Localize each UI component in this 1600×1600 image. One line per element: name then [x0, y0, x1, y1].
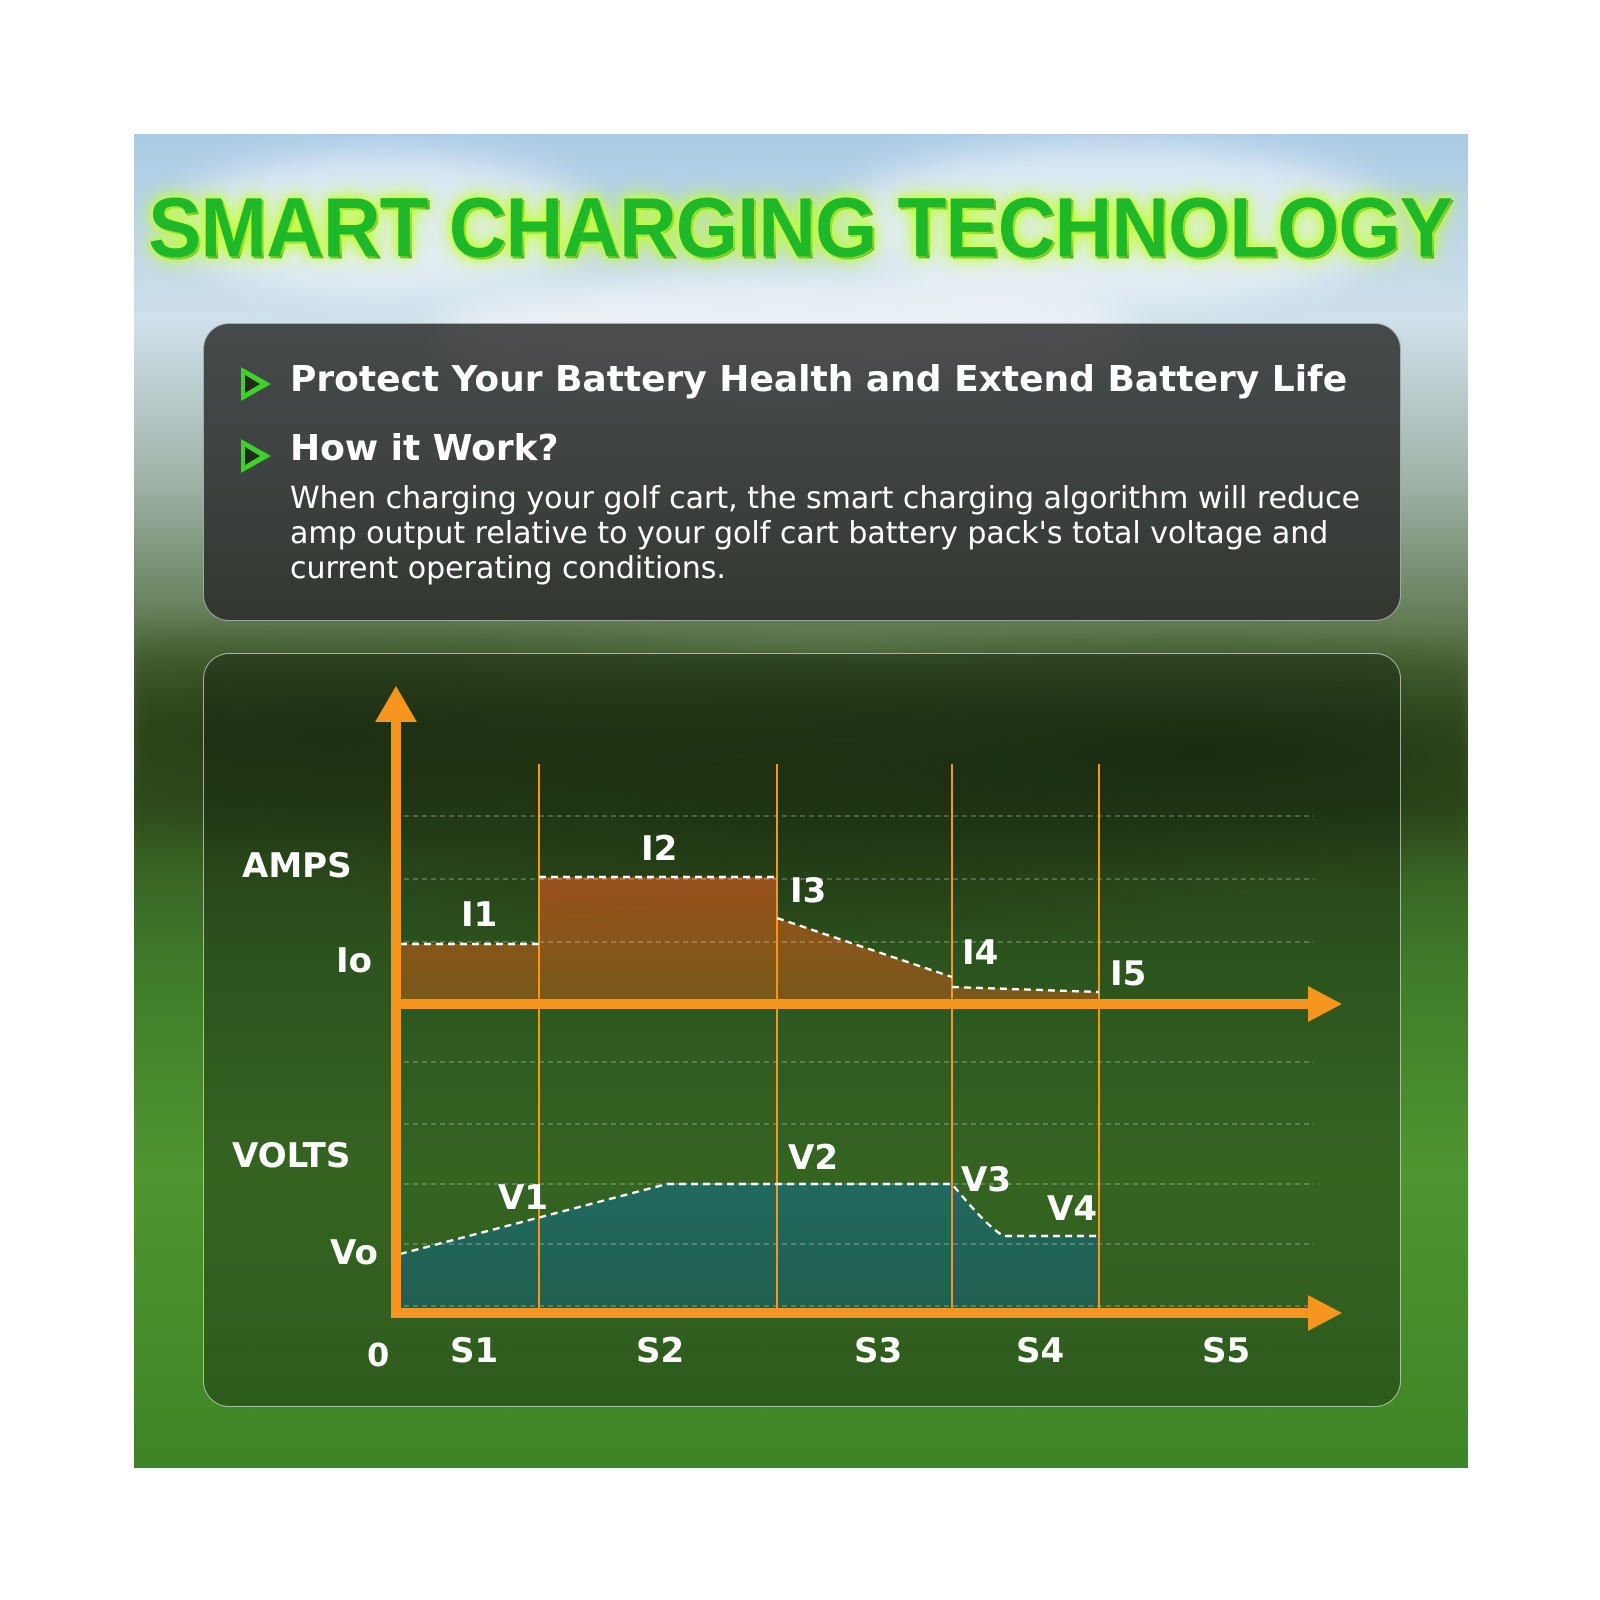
description-text: When charging your golf cart, the smart …	[290, 481, 1361, 586]
charging-curve-diagram: AMPS VOLTS Io I1 I2 I3 I4 I5 Vo V1 V2 V3…	[232, 686, 1342, 1374]
amps-area	[400, 877, 1099, 1008]
amp-label-i1: I1	[461, 895, 497, 935]
stage-label-s3: S3	[854, 1331, 902, 1371]
axes	[375, 686, 1342, 1331]
volt-label-v2: V2	[788, 1138, 838, 1178]
play-arrow-icon	[241, 367, 271, 401]
charging-chart-panel: AMPS VOLTS Io I1 I2 I3 I4 I5 Vo V1 V2 V3…	[203, 653, 1401, 1407]
volt-label-v0: Vo	[330, 1233, 378, 1273]
origin-label: 0	[367, 1336, 389, 1374]
volts-axis-label: VOLTS	[232, 1136, 350, 1176]
volt-label-v1: V1	[498, 1178, 548, 1218]
stage-dividers	[538, 764, 1100, 1314]
amp-label-i2: I2	[641, 829, 677, 869]
stage-label-s2: S2	[636, 1331, 684, 1371]
volts-area	[400, 1184, 1099, 1310]
amp-label-i0: Io	[336, 941, 372, 981]
amps-axis-label: AMPS	[242, 846, 352, 886]
stage-label-s1: S1	[450, 1331, 498, 1371]
headline-how-it-work: How it Work?	[290, 428, 559, 469]
volt-label-v3: V3	[961, 1160, 1011, 1200]
amp-label-i4: I4	[962, 933, 998, 973]
info-box: Protect Your Battery Health and Extend B…	[203, 323, 1401, 621]
stage-label-s4: S4	[1016, 1331, 1064, 1371]
stage-label-s5: S5	[1202, 1331, 1250, 1371]
amp-label-i3: I3	[790, 871, 826, 911]
headline-protect: Protect Your Battery Health and Extend B…	[290, 359, 1348, 400]
amp-label-i5: I5	[1110, 954, 1146, 994]
volts-curve	[399, 1182, 1099, 1256]
volt-label-v4: V4	[1047, 1189, 1097, 1229]
page-title: SMART CHARGING TECHNOLOGY	[148, 180, 1453, 275]
play-arrow-icon	[241, 439, 271, 473]
